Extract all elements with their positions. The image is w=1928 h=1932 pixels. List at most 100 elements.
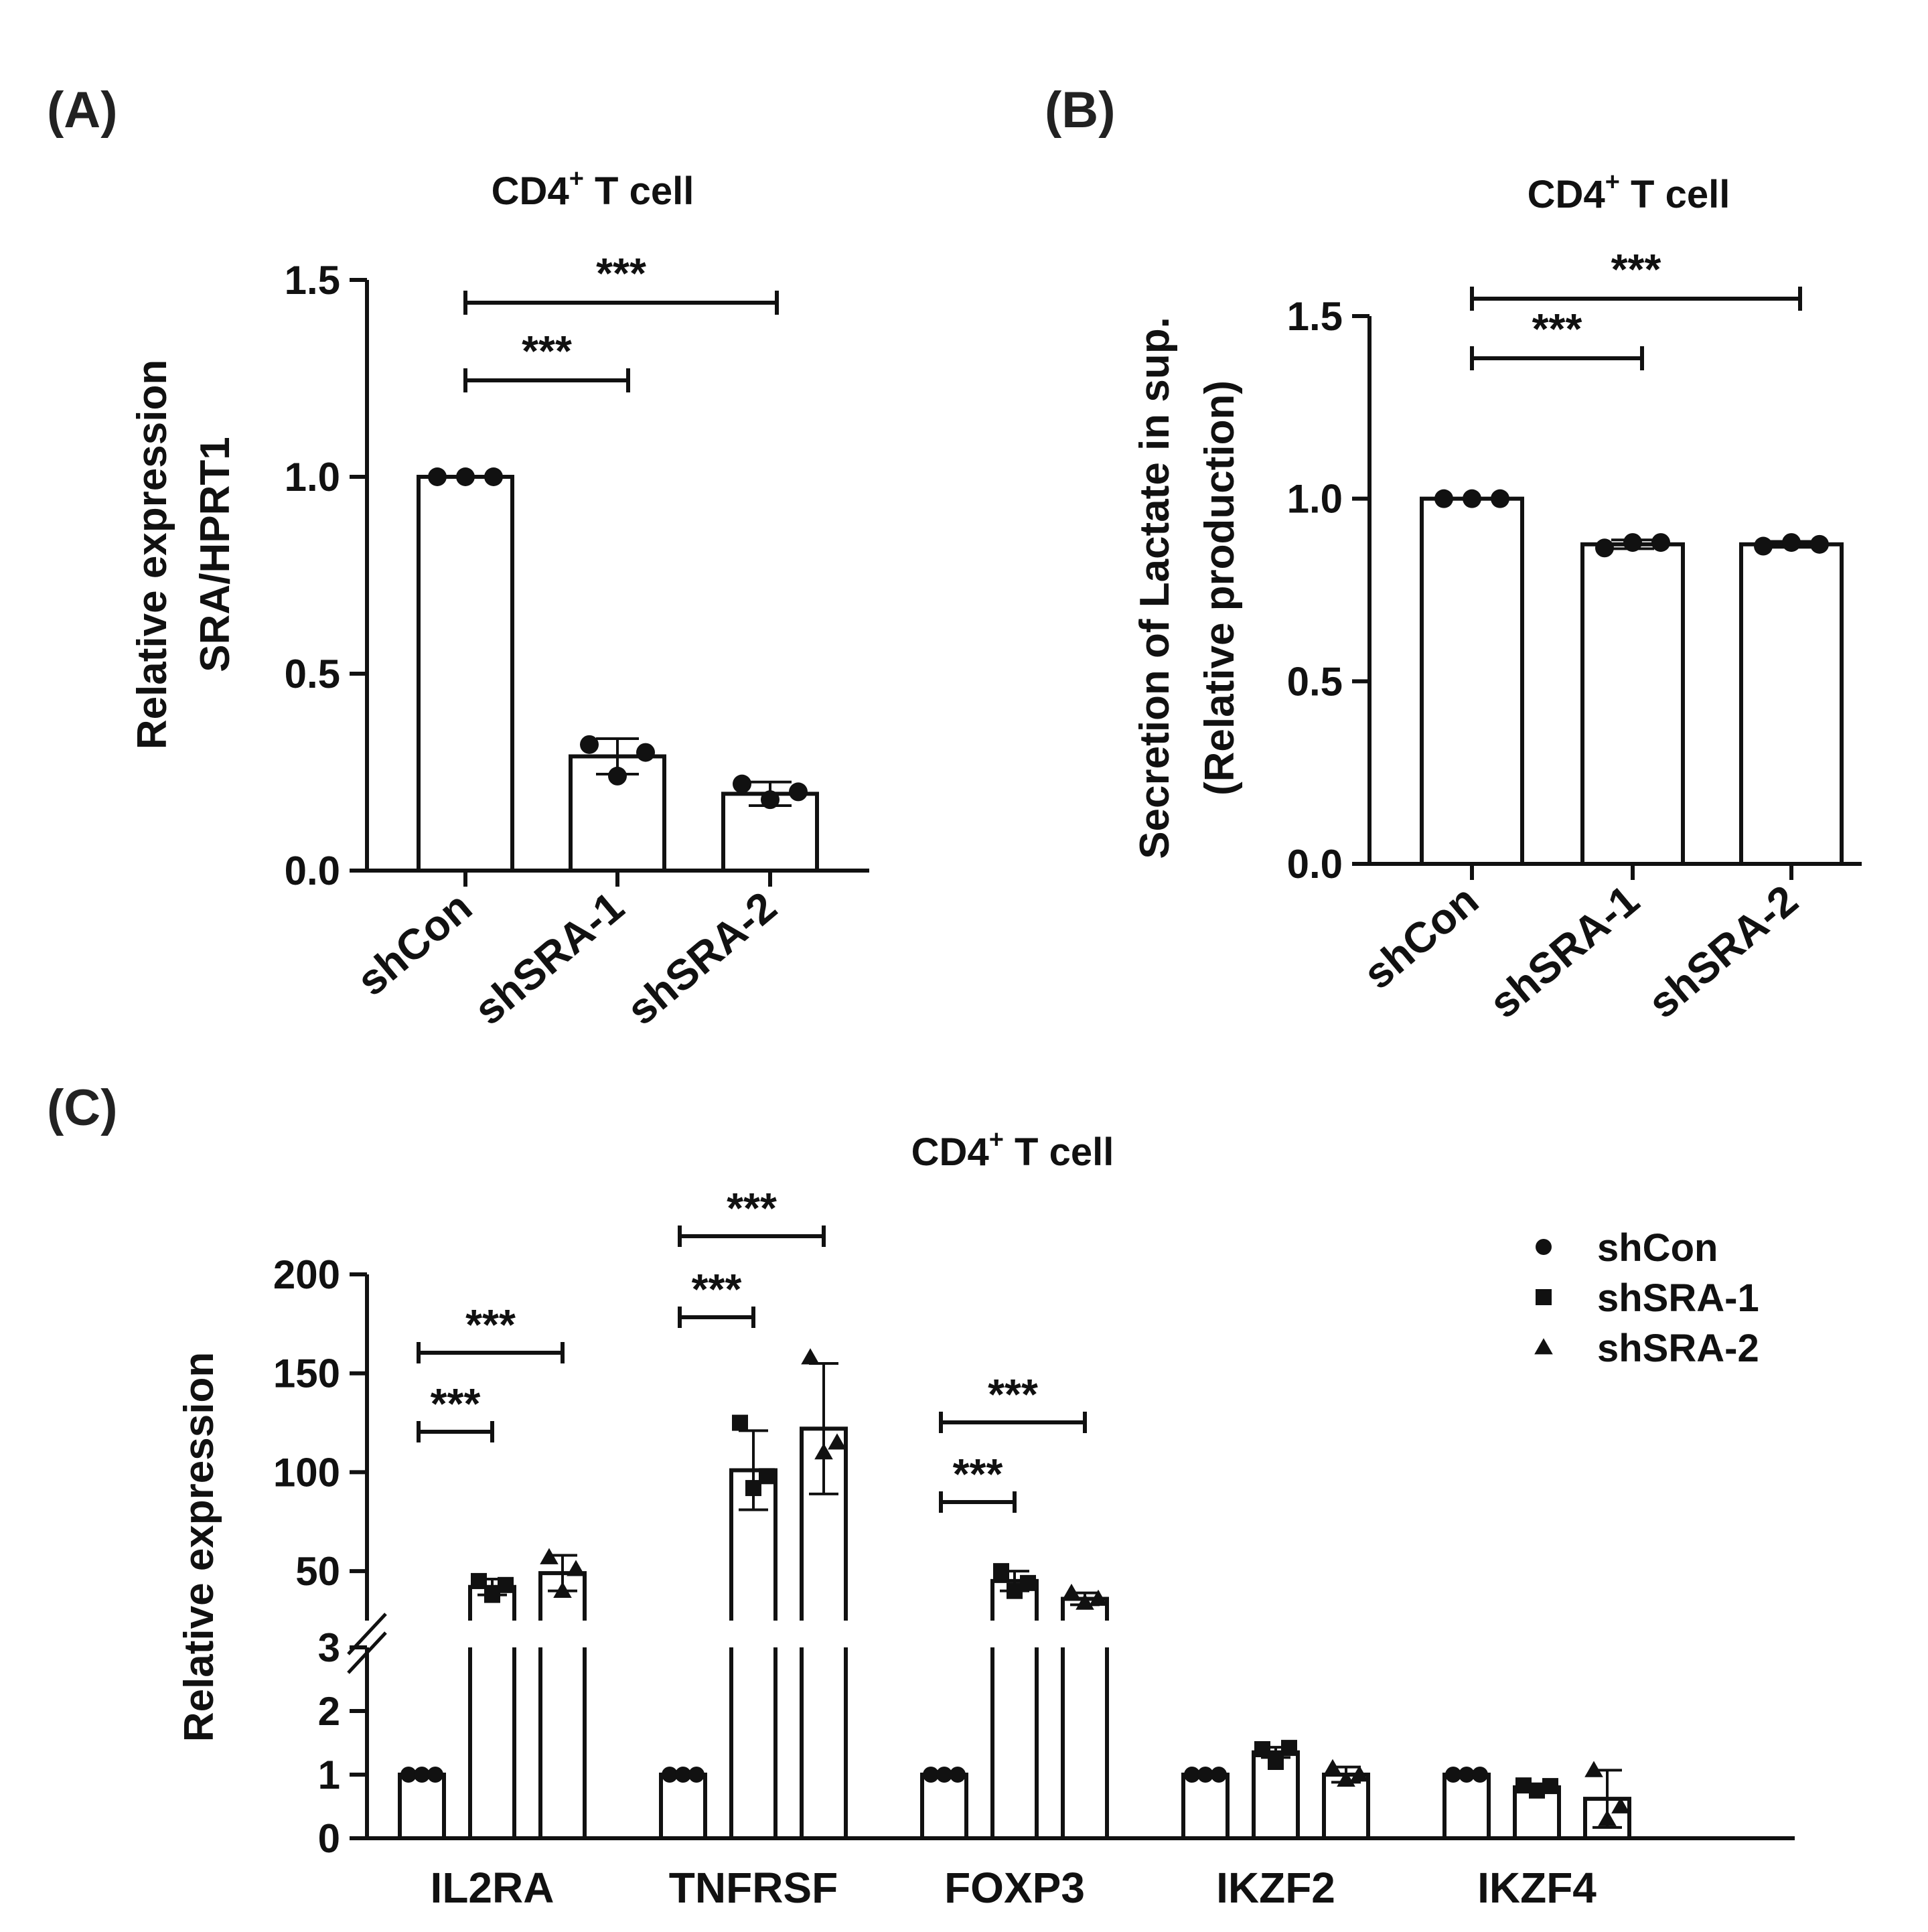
data-point-shCon [1459, 1767, 1475, 1783]
data-point-shCon [427, 1767, 443, 1783]
data-point [1463, 489, 1481, 508]
data-point-shCon [1472, 1767, 1488, 1783]
panel-b-title: CD4+ T cell [1528, 168, 1730, 216]
bar-FOXP3-shSRA-1-lower [990, 1647, 1039, 1840]
bar-TNFRSF-shCon [659, 1773, 707, 1840]
data-point [1782, 533, 1801, 552]
data-point [1595, 538, 1614, 558]
y-tick-label: 0.5 [285, 652, 340, 696]
data-point-shSRA-1 [1268, 1754, 1284, 1770]
data-point-shSRA-2 [801, 1348, 820, 1365]
significance-label: *** [692, 1265, 742, 1313]
data-point [1651, 533, 1670, 552]
significance-label: *** [727, 1184, 777, 1232]
significance-label: *** [522, 327, 572, 375]
panel-b-ylabel-line-2: (Relative production) [1197, 380, 1243, 796]
bar-FOXP3-shCon [920, 1773, 968, 1840]
y-tick-label: 1.0 [285, 455, 340, 500]
data-point-shSRA-2 [1089, 1589, 1108, 1606]
data-point [789, 782, 808, 802]
data-point-shSRA-1 [471, 1572, 487, 1589]
panel-a-ylabel-line-1: Relative expression [129, 360, 175, 749]
data-point-shSRA-2 [814, 1443, 833, 1460]
bar-IKZF2-shCon [1181, 1773, 1230, 1840]
bar-FOXP3-shSRA-2-lower [1061, 1647, 1109, 1840]
data-point-shCon [1445, 1767, 1461, 1783]
data-point-shSRA-2 [1350, 1765, 1369, 1782]
bar-IL2RA-shSRA-1-lower [468, 1647, 516, 1840]
y-tick-label: 150 [273, 1351, 340, 1396]
data-point [608, 766, 627, 786]
data-point [761, 790, 780, 810]
y-tick-label: 0.0 [285, 848, 340, 893]
panel-c-title: CD4+ T cell [911, 1126, 1114, 1174]
bar-IL2RA-shCon [398, 1773, 446, 1840]
y-tick-label: 1 [318, 1753, 340, 1797]
data-point-shCon [936, 1767, 952, 1783]
y-tick-label: 3 [318, 1625, 340, 1670]
panel-b-label: (B) [1045, 82, 1116, 139]
data-point-shSRA-2 [567, 1560, 585, 1576]
data-point-shCon [950, 1767, 966, 1783]
data-point [1434, 489, 1453, 508]
data-point-shCon [1197, 1767, 1213, 1783]
data-point [580, 735, 599, 754]
data-point-shCon [675, 1767, 691, 1783]
data-point-shCon [688, 1767, 705, 1783]
data-point-shCon [662, 1767, 678, 1783]
significance-label: *** [953, 1450, 1003, 1498]
panel-c-ylabel: Relative expression [176, 1352, 222, 1742]
data-point-shSRA-1 [498, 1576, 514, 1593]
data-point [428, 467, 447, 486]
data-point-shSRA-2 [540, 1548, 559, 1564]
bar-IL2RA-shSRA-2-lower [538, 1647, 587, 1840]
legend-label-shSRA-2: shSRA-2 [1597, 1327, 1759, 1370]
panel-c-label: (C) [47, 1080, 118, 1136]
data-point-shCon [1184, 1767, 1200, 1783]
data-point-shSRA-1 [1542, 1778, 1558, 1795]
data-point-shSRA-1 [732, 1414, 748, 1431]
data-point-shCon [414, 1767, 430, 1783]
data-point-shSRA-1 [1020, 1574, 1036, 1591]
legend-marker-shCon [1536, 1239, 1552, 1255]
data-point-shSRA-1 [759, 1468, 775, 1485]
significance-label: *** [465, 1301, 516, 1349]
bar-TNFRSF-shSRA-1-lower [729, 1647, 777, 1840]
panel-c-plot: 0 1 2 3 50 100 150 200 IL2RA TNFRSF FOXP3 IKZF2 IKZF… [273, 1184, 1795, 1912]
y-tick-label: 1.5 [285, 258, 340, 303]
data-point [1754, 536, 1773, 556]
category-label-FOXP3: FOXP3 [944, 1864, 1085, 1912]
bar-shSRA-2 [1739, 542, 1844, 866]
category-label-IKZF4: IKZF4 [1477, 1864, 1597, 1912]
y-tick-label: 1.0 [1287, 477, 1343, 522]
bar-shCon [1420, 496, 1524, 866]
bar-shCon [417, 475, 514, 873]
data-point-shSRA-2 [553, 1581, 572, 1599]
data-point-shCon [1211, 1767, 1227, 1783]
data-point-shSRA-1 [1281, 1740, 1297, 1757]
category-label-IKZF2: IKZF2 [1216, 1864, 1335, 1912]
y-tick-label: 0 [318, 1816, 340, 1861]
significance-label: *** [1611, 245, 1661, 293]
y-tick-label: 2 [318, 1689, 340, 1734]
data-point [484, 467, 503, 486]
bar-IKZF4-shCon [1442, 1773, 1491, 1840]
significance-label: *** [1532, 305, 1582, 353]
panel-b-ylabel-line-1: Secretion of Lactate in sup. [1132, 317, 1178, 859]
data-point [456, 467, 475, 486]
category-label-IL2RA: IL2RA [431, 1864, 554, 1912]
axis-break-mark [347, 1631, 387, 1674]
legend-marker-shSRA-1 [1536, 1289, 1552, 1305]
bar-shSRA-1 [1580, 542, 1685, 866]
y-tick-label: 1.5 [1287, 294, 1343, 339]
data-point-shSRA-2 [1337, 1770, 1355, 1787]
data-point [733, 774, 751, 794]
data-point-shSRA-2 [1062, 1583, 1081, 1600]
significance-label: *** [596, 249, 646, 297]
y-tick-label: 200 [273, 1252, 340, 1297]
data-point-shSRA-2 [1611, 1797, 1630, 1813]
y-tick-label: 100 [273, 1450, 340, 1495]
data-point-shSRA-2 [828, 1433, 846, 1450]
data-point-shSRA-2 [1598, 1809, 1617, 1826]
